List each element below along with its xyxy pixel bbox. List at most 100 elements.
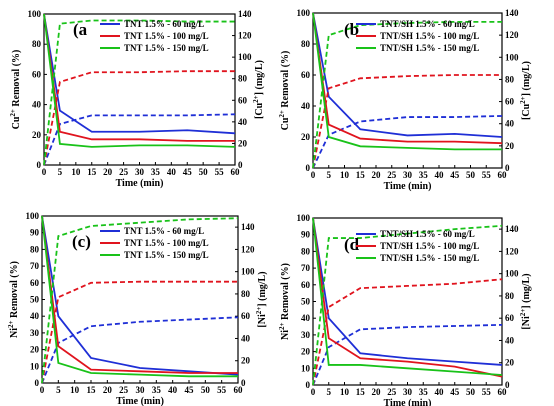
x-tick-label: 15 [87, 385, 97, 395]
y-left-tick-label: 20 [30, 345, 40, 355]
y-left-tick-label: 90 [301, 230, 311, 240]
y-right-tick-label: 100 [505, 52, 519, 62]
x-tick-label: 40 [435, 170, 445, 180]
x-tick-label: 40 [435, 387, 445, 397]
y-left-tick-label: 0 [37, 160, 42, 170]
x-tick-label: 20 [103, 167, 113, 177]
x-tick-label: 35 [419, 170, 429, 180]
x-axis-label: Time (min) [384, 181, 432, 192]
x-tick-label: 20 [372, 387, 382, 397]
y-right-tick-label: 60 [241, 311, 251, 321]
y-right-tick-label: 80 [241, 289, 251, 299]
y-right-tick-label: 100 [505, 269, 519, 279]
y-right-tick-label: 20 [505, 358, 515, 368]
x-tick-label: 20 [372, 170, 382, 180]
legend-entry: TNT 1.5% - 100 mg/L [124, 238, 209, 248]
x-tick-label: 55 [482, 170, 492, 180]
y-right-tick-label: 80 [238, 74, 248, 84]
x-tick-label: 10 [71, 167, 81, 177]
x-tick-label: 5 [56, 385, 61, 395]
x-tick-label: 0 [42, 167, 47, 177]
x-tick-label: 30 [135, 167, 145, 177]
legend-entry: TNT 1.5% - 60 mg/L [124, 19, 204, 29]
y-right-tick-label: 0 [505, 163, 510, 173]
x-axis-label: Time (min) [116, 178, 164, 189]
series-concentration-line [41, 316, 239, 384]
chart-panel-3: 0 5 10 15 20 25 30 35 40 45 50 55 600102030405060708… [7, 211, 268, 406]
y-left-tick-label: 80 [301, 246, 311, 256]
series-concentration-line [41, 217, 239, 384]
panel-label: (d [344, 235, 360, 254]
x-tick-label: 30 [136, 385, 146, 395]
y-left-tick-label: 70 [30, 261, 40, 271]
y-left-tick-label: 80 [30, 244, 40, 254]
y-right-tick-label: 40 [505, 119, 515, 129]
y-left-tick-label: 50 [301, 297, 311, 307]
x-axis-label: Time (min) [384, 398, 432, 406]
series-removal-line [43, 13, 235, 142]
y-right-axis-label: [Cu2+] (mg/L) [519, 61, 532, 120]
y-left-tick-label: 0 [35, 378, 40, 388]
legend-entry: TNT 1.5% - 60 mg/L [124, 226, 204, 236]
series-removal-line [312, 12, 502, 151]
legend-entry: TNT 1.5% - 150 mg/L [124, 43, 209, 53]
y-left-tick-label: 90 [30, 228, 40, 238]
y-right-tick-label: 0 [238, 160, 243, 170]
x-tick-label: 0 [40, 385, 45, 395]
series-concentration-line [312, 224, 503, 386]
y-left-tick-label: 80 [301, 39, 311, 49]
y-left-tick-label: 20 [301, 132, 311, 142]
y-right-tick-label: 40 [241, 333, 251, 343]
series-removal-line [312, 12, 503, 138]
x-tick-label: 15 [356, 387, 366, 397]
x-tick-label: 60 [231, 167, 241, 177]
x-tick-label: 5 [327, 170, 332, 180]
y-right-tick-label: 120 [505, 30, 519, 40]
y-left-axis-label: Cu2+ Removal (%) [9, 50, 22, 130]
y-right-tick-label: 140 [505, 8, 519, 18]
y-right-tick-label: 140 [505, 224, 519, 234]
x-tick-label: 30 [403, 387, 413, 397]
x-tick-label: 25 [119, 167, 129, 177]
series-removal-line [41, 215, 239, 376]
panel-label: (c) [72, 232, 91, 251]
x-tick-label: 55 [215, 167, 225, 177]
y-left-tick-label: 0 [306, 380, 311, 390]
y-left-tick-label: 40 [30, 311, 40, 321]
x-tick-label: 15 [356, 170, 366, 180]
x-tick-label: 50 [466, 387, 476, 397]
y-right-tick-label: 140 [238, 9, 252, 19]
chart-panel-2: 0 5 10 15 20 25 30 35 40 45 50 55 600204060801000204… [278, 8, 532, 192]
x-tick-label: 50 [466, 170, 476, 180]
y-right-tick-label: 120 [241, 244, 255, 254]
x-tick-label: 35 [419, 387, 429, 397]
x-tick-label: 30 [403, 170, 413, 180]
y-left-tick-label: 40 [32, 100, 42, 110]
y-left-tick-label: 80 [32, 39, 42, 49]
y-left-tick-label: 40 [301, 313, 311, 323]
y-left-tick-label: 60 [30, 278, 40, 288]
x-tick-label: 50 [199, 167, 209, 177]
y-left-tick-label: 30 [301, 330, 311, 340]
x-tick-label: 60 [234, 385, 244, 395]
y-left-axis-label: Ni2+ Removal (%) [7, 261, 20, 338]
x-tick-label: 5 [58, 167, 63, 177]
y-left-tick-label: 100 [26, 211, 40, 221]
x-tick-label: 25 [119, 385, 129, 395]
x-tick-label: 40 [168, 385, 178, 395]
x-tick-label: 55 [217, 385, 227, 395]
x-tick-label: 45 [450, 170, 460, 180]
y-left-tick-label: 60 [301, 280, 311, 290]
y-right-tick-label: 80 [505, 291, 515, 301]
x-tick-label: 50 [201, 385, 211, 395]
x-tick-label: 40 [167, 167, 177, 177]
y-left-tick-label: 20 [301, 347, 311, 357]
x-tick-label: 0 [311, 387, 316, 397]
y-left-tick-label: 100 [297, 8, 311, 18]
y-left-tick-label: 100 [297, 213, 311, 223]
chart-panel-1: 0 5 10 15 20 25 30 35 40 45 50 55 600204060801000204… [9, 9, 265, 189]
y-right-tick-label: 60 [505, 97, 515, 107]
x-tick-label: 60 [498, 387, 508, 397]
y-right-tick-label: 0 [505, 380, 510, 390]
